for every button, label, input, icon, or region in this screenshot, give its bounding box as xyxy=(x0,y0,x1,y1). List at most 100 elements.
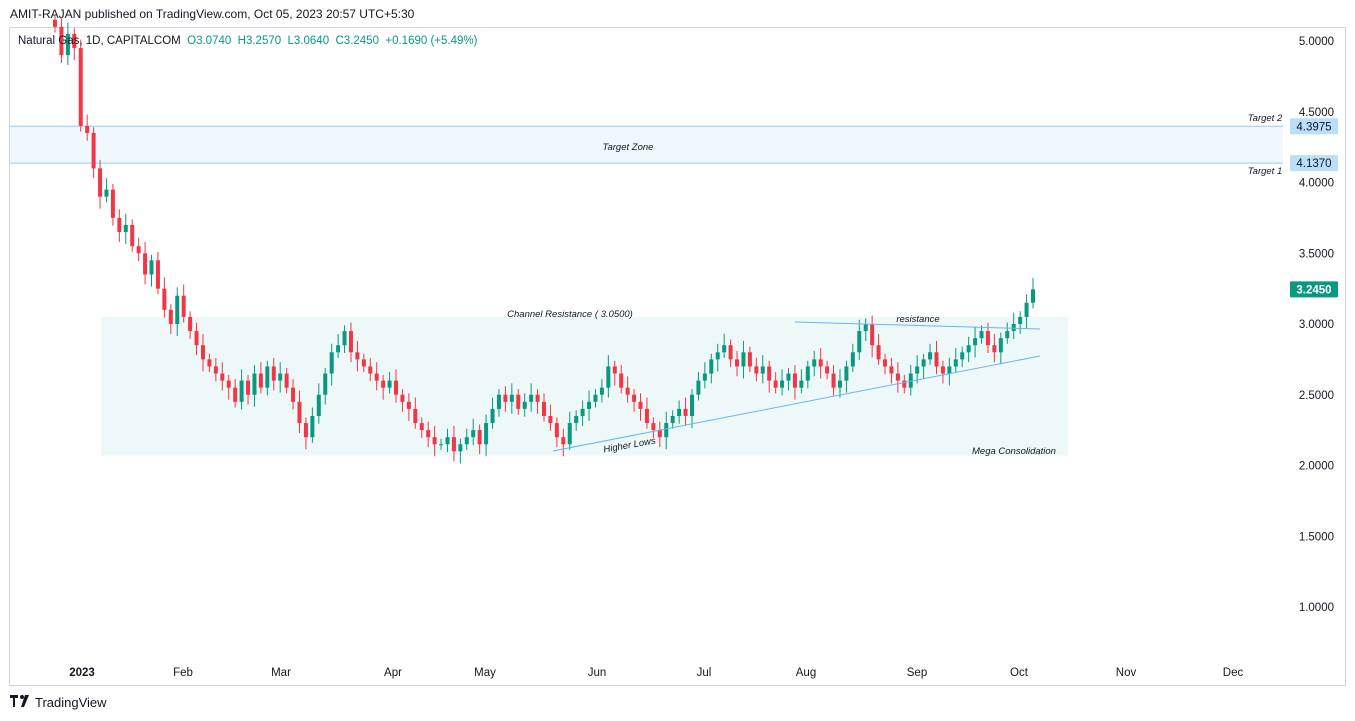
candle-body xyxy=(387,380,392,388)
candle-body xyxy=(155,260,160,289)
candle-body xyxy=(110,189,115,218)
candle-body xyxy=(355,352,360,360)
candle-body xyxy=(651,423,656,431)
candle-body xyxy=(831,373,836,388)
chart-frame[interactable] xyxy=(9,27,1346,686)
candle-body xyxy=(503,394,508,402)
candle-body xyxy=(638,401,643,409)
candle-body xyxy=(973,338,978,346)
y-tick-label: 1.5000 xyxy=(1299,531,1334,543)
tradingview-footer[interactable]: TradingView xyxy=(10,695,107,710)
y-tick-label: 4.5000 xyxy=(1299,107,1334,119)
candle-body xyxy=(773,380,778,388)
candle-body xyxy=(522,401,527,409)
y-tick-label: 1.0000 xyxy=(1299,602,1334,614)
candle-body xyxy=(65,33,70,56)
candle-body xyxy=(767,366,772,381)
candle-body xyxy=(406,401,411,409)
candle-body xyxy=(921,359,926,367)
tradingview-brand: TradingView xyxy=(35,695,107,710)
candle-body xyxy=(342,331,347,346)
candle-body xyxy=(291,387,296,402)
x-tick-label: 2023 xyxy=(69,667,95,679)
candle-body xyxy=(194,331,199,346)
tradingview-logo-icon xyxy=(10,695,30,710)
candle-body xyxy=(696,380,701,395)
candle-body xyxy=(271,366,276,381)
candle-body xyxy=(625,387,630,395)
candle-body xyxy=(213,366,218,374)
channel-resistance-label: Channel Resistance ( 3.0500) xyxy=(507,309,633,320)
candle-body xyxy=(226,380,231,388)
candle-body xyxy=(200,345,205,360)
candle-body xyxy=(554,423,559,438)
candle-body xyxy=(908,373,913,388)
x-tick-label: Oct xyxy=(1010,667,1029,679)
candle-body xyxy=(361,359,366,367)
legend-open: O3.0740 xyxy=(187,35,232,47)
target-zone-band xyxy=(10,126,1283,164)
x-tick-label: Aug xyxy=(796,667,816,679)
candle-body xyxy=(966,345,971,353)
candle-body xyxy=(451,437,456,452)
candle-body xyxy=(175,295,180,324)
candle-body xyxy=(329,352,334,374)
candle-body xyxy=(432,437,437,445)
candle-body xyxy=(915,366,920,374)
candle-body xyxy=(1024,302,1029,317)
candle-body xyxy=(928,352,933,360)
candle-body xyxy=(632,394,637,402)
candle-body xyxy=(825,366,830,374)
candle-body xyxy=(992,345,997,353)
candle-body xyxy=(72,33,77,49)
candle-body xyxy=(464,437,469,445)
candle-body xyxy=(413,408,418,424)
candle-body xyxy=(548,415,553,424)
candle-body xyxy=(883,359,888,367)
candle-body xyxy=(792,373,797,388)
candle-body xyxy=(149,260,154,275)
candle-body xyxy=(953,359,958,367)
price-label: 3.2450 xyxy=(1296,284,1331,296)
candle-body xyxy=(445,437,450,445)
legend-high: H3.2570 xyxy=(237,35,282,47)
candle-body xyxy=(123,224,128,233)
target-zone-label: Target Zone xyxy=(603,142,654,153)
candle-body xyxy=(844,366,849,381)
candle-body xyxy=(181,295,186,317)
candle-body xyxy=(220,373,225,381)
mega-consolidation-label: Mega Consolidation xyxy=(972,446,1056,457)
candle-body xyxy=(747,352,752,367)
x-tick-label: Jul xyxy=(697,667,712,679)
candle-body xyxy=(136,246,141,254)
candle-body xyxy=(876,345,881,360)
candle-body xyxy=(786,373,791,381)
candle-body xyxy=(143,253,148,275)
y-tick-label: 3.0000 xyxy=(1299,319,1334,331)
candle-body xyxy=(188,316,193,332)
candle-body xyxy=(870,324,875,346)
candle-body xyxy=(593,394,598,402)
candle-body xyxy=(1011,324,1016,332)
x-tick-label: May xyxy=(474,667,496,679)
candle-body xyxy=(1018,316,1023,324)
candle-body xyxy=(780,380,785,388)
target2-label: Target 2 xyxy=(1248,113,1283,124)
candle-body xyxy=(574,415,579,424)
candle-body xyxy=(985,331,990,346)
candle-body xyxy=(677,408,682,416)
candle-body xyxy=(722,345,727,353)
candle-body xyxy=(889,366,894,374)
candle-body xyxy=(863,324,868,332)
publisher-header: AMIT-RAJAN published on TradingView.com,… xyxy=(10,7,415,21)
candle-body xyxy=(117,217,122,233)
candle-body xyxy=(1005,331,1010,339)
candle-body xyxy=(1031,289,1035,303)
candle-body xyxy=(490,408,495,424)
candle-body xyxy=(947,366,952,374)
candle-body xyxy=(258,373,263,388)
candle-body xyxy=(419,423,424,431)
candle-body xyxy=(458,444,463,452)
y-tick-label: 5.0000 xyxy=(1299,36,1334,48)
